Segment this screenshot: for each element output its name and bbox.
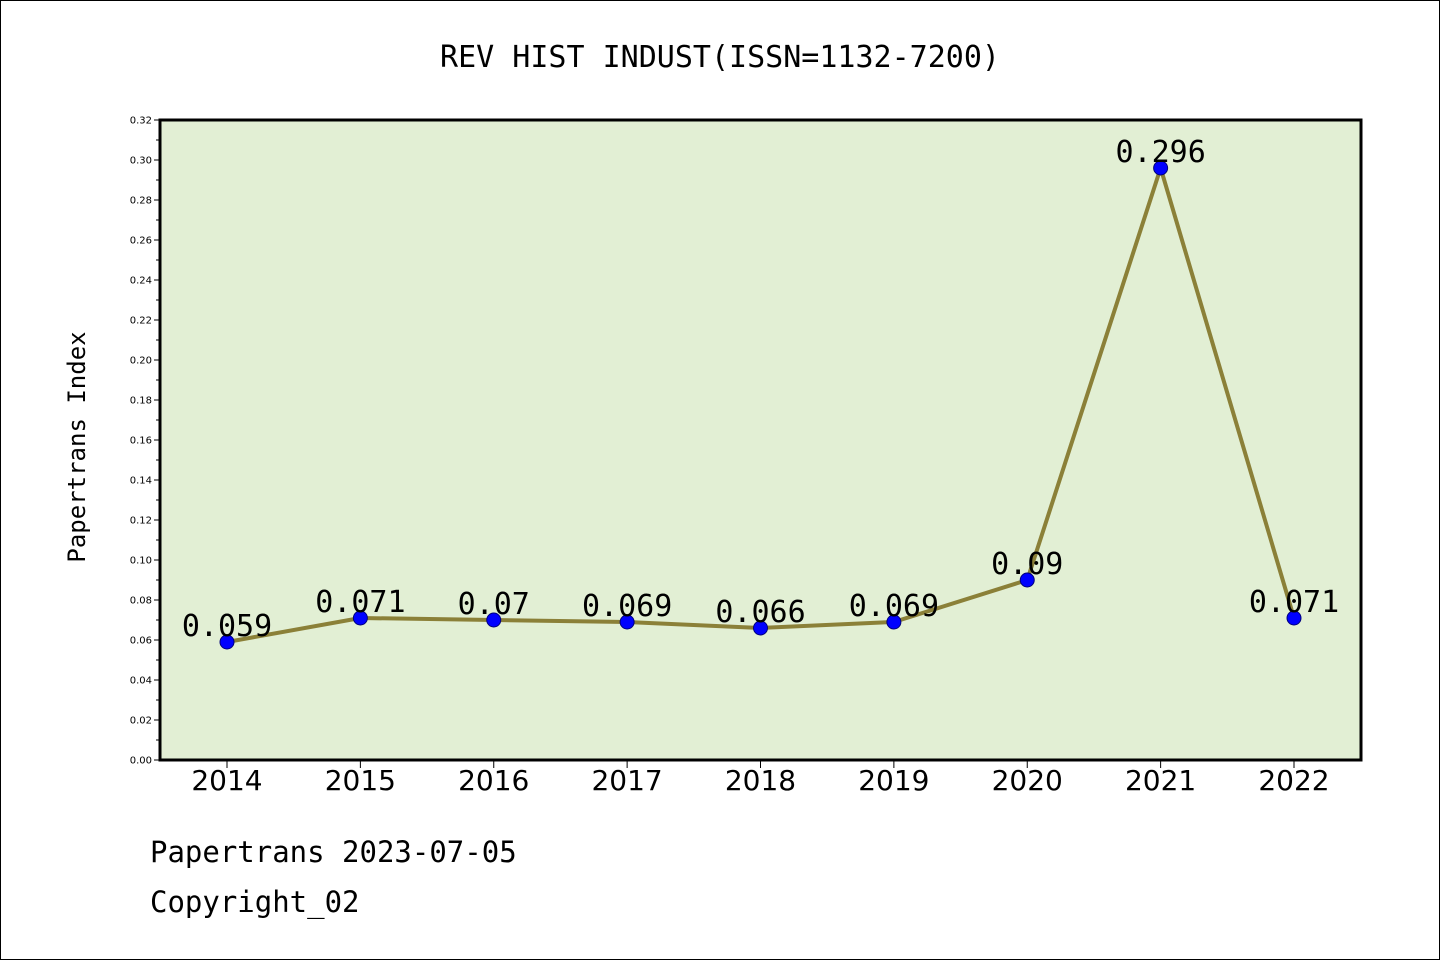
data-point — [1019, 572, 1035, 588]
data-point — [219, 634, 235, 650]
y-tick-label: 0.22 — [130, 316, 152, 327]
y-tick-label: 0.20 — [130, 356, 152, 367]
data-label: 0.071 — [1249, 585, 1339, 620]
y-tick-label: 0.30 — [130, 156, 152, 167]
y-tick-label: 0.16 — [130, 436, 152, 447]
data-label: 0.069 — [582, 589, 672, 624]
y-tick-label: 0.10 — [130, 556, 152, 567]
y-axis-label: Papertrans Index — [63, 331, 91, 562]
x-axis-ticks: 2014 2015 2016 2017 2018 2019 2020 2021 2022 — [191, 760, 1330, 797]
series-group: 0.059 0.071 0.07 0.069 0.066 0.069 0.09 0.296 0.… — [182, 135, 1339, 650]
x-tick-label: 2017 — [591, 764, 662, 797]
y-tick-label: 0.14 — [130, 476, 152, 487]
x-tick-label: 2015 — [325, 764, 396, 797]
footer-copyright: Copyright_02 — [150, 885, 360, 919]
data-label: 0.09 — [991, 547, 1063, 582]
y-tick-label: 0.12 — [130, 516, 152, 527]
data-label: 0.07 — [458, 587, 530, 622]
x-tick-label: 2018 — [725, 764, 796, 797]
data-point — [886, 614, 902, 630]
x-tick-label: 2016 — [458, 764, 529, 797]
x-tick-label: 2020 — [992, 764, 1063, 797]
y-tick-label: 0.04 — [130, 676, 152, 687]
data-label: 0.071 — [315, 585, 405, 620]
y-tick-label: 0.00 — [130, 756, 152, 767]
data-point — [486, 612, 502, 628]
data-point — [1286, 610, 1302, 626]
x-tick-label: 2022 — [1258, 764, 1329, 797]
y-tick-label: 0.28 — [130, 196, 152, 207]
y-axis-ticks: 0.00 0.02 0.04 0.06 0.08 0.10 0.12 0.14 0.16 0.18… — [130, 116, 160, 767]
footer-date: Papertrans 2023-07-05 — [150, 835, 517, 869]
data-label: 0.059 — [182, 609, 272, 644]
y-tick-label: 0.02 — [130, 716, 152, 727]
x-tick-label: 2019 — [858, 764, 929, 797]
plot-border — [158, 118, 1363, 762]
y-tick-label: 0.32 — [130, 116, 152, 127]
data-point — [352, 610, 368, 626]
data-point — [1153, 160, 1169, 176]
plot-area — [160, 120, 1361, 760]
data-label: 0.069 — [849, 589, 939, 624]
x-tick-label: 2021 — [1125, 764, 1196, 797]
y-tick-label: 0.24 — [130, 276, 152, 287]
data-label: 0.066 — [715, 595, 805, 630]
chart-title: REV HIST INDUST(ISSN=1132-7200) — [440, 40, 1000, 75]
data-label: 0.296 — [1115, 135, 1205, 170]
y-tick-label: 0.26 — [130, 236, 152, 247]
y-tick-label: 0.18 — [130, 396, 152, 407]
x-tick-label: 2014 — [191, 764, 262, 797]
y-tick-label: 0.06 — [130, 636, 152, 647]
data-point — [753, 620, 768, 636]
data-point — [619, 614, 635, 630]
y-tick-label: 0.08 — [130, 596, 152, 607]
